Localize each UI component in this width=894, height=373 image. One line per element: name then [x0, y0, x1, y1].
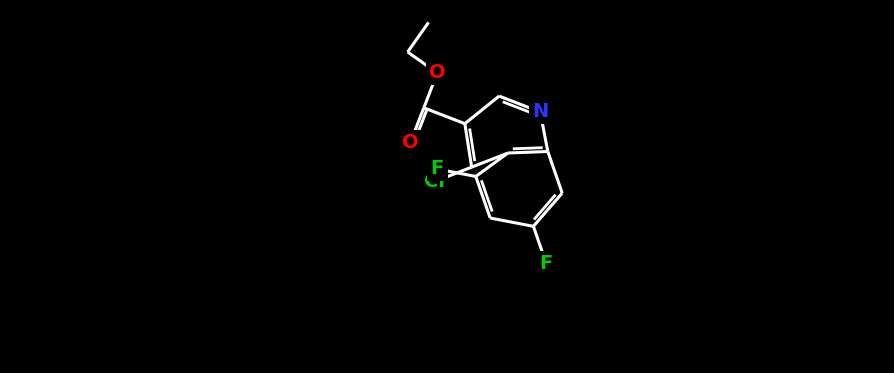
Text: Cl: Cl	[424, 172, 444, 191]
Text: N: N	[531, 103, 548, 122]
Text: F: F	[539, 254, 552, 273]
Text: O: O	[428, 63, 445, 82]
Text: O: O	[401, 133, 418, 152]
Text: F: F	[430, 159, 443, 178]
